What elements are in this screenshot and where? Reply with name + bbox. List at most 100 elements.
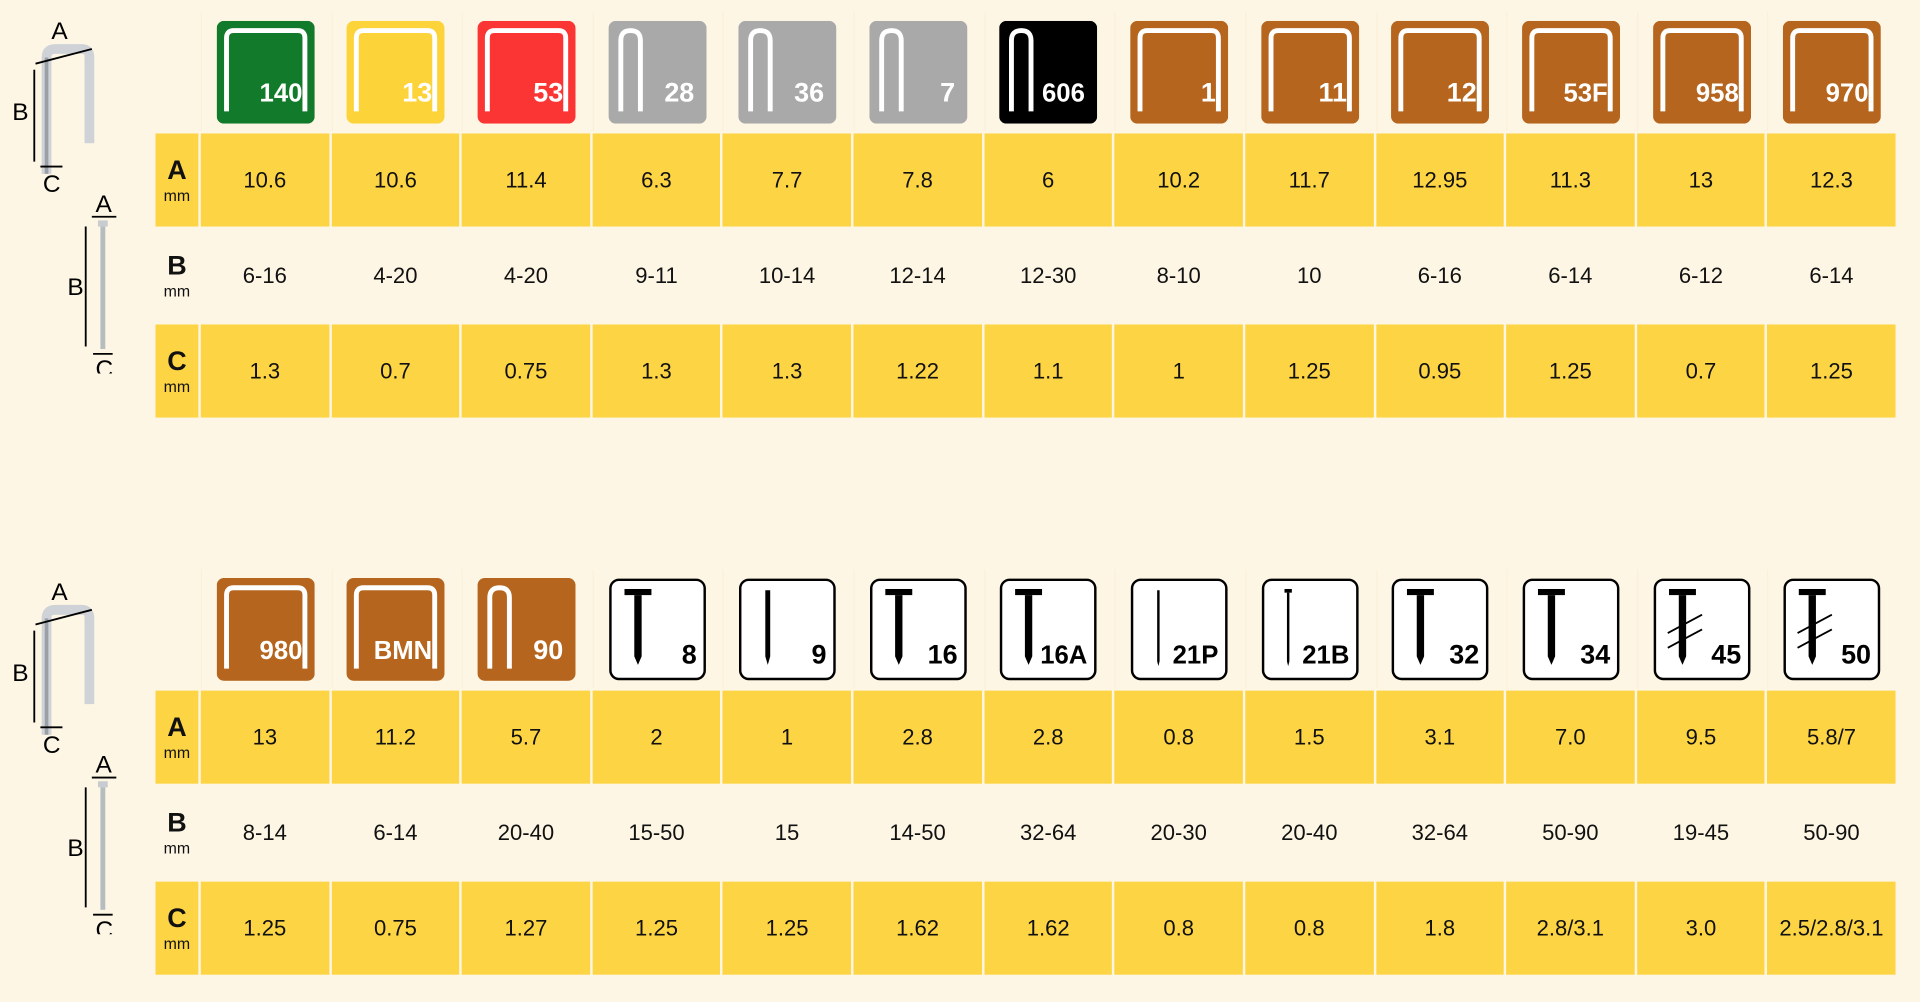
staple-type-badge: 970 [1783,20,1882,124]
value-cell-B: 20-30 [1114,786,1243,880]
value-cell-C: 1.25 [1506,324,1635,418]
nail-t-icon [624,588,651,665]
value-cell-C: 1.27 [461,881,591,975]
staple-type-badge: 28 [608,20,707,124]
dimension-label: B [67,274,83,301]
staple-wide-icon [484,27,569,111]
value-cell-A: 10.6 [200,133,329,227]
value-cell-B: 32-64 [984,786,1113,880]
value-cell-A: 3.1 [1375,690,1504,784]
value-cell-C: 1.3 [592,324,721,418]
type-code: 21P [1173,641,1219,669]
staple-type-badge: 1 [1130,20,1229,124]
value-cell-B: 32-64 [1375,786,1504,880]
type-code: 9 [812,639,827,669]
type-header-34: 34 [1506,569,1634,689]
dimension-label: A [96,191,113,218]
value-cell-C: 1.25 [592,881,721,975]
staple-type-badge: 21B [1261,577,1359,680]
value-cell-B: 6-12 [1636,228,1765,323]
value-cell-B: 4-20 [461,228,591,323]
value-cell-C: 1.62 [853,881,982,975]
value-cell-C: 0.75 [461,324,591,418]
type-code: 45 [1711,639,1741,669]
type-header-53: 53 [461,12,590,132]
type-header-12: 12 [1375,12,1504,132]
header-corner [156,12,199,131]
dimension-letter: C [167,902,187,934]
value-cell-A: 9.5 [1636,690,1765,784]
staple-type-badge: 50 [1783,577,1881,680]
nail-t-icon [1407,588,1435,665]
type-header-50: 50 [1767,569,1895,689]
value-cell-C: 1.62 [984,881,1113,975]
staple-narrow-icon [748,27,773,111]
staple-wide-icon [354,584,438,668]
type-code: 36 [794,77,824,107]
value-cell-A: 1.5 [1245,690,1374,784]
unit-label: mm [163,186,191,205]
value-cell-C: 1.22 [853,324,982,418]
nail-t-icon [1537,588,1565,665]
staple-type-badge: 90 [477,577,576,681]
dimension-label: C [96,917,114,934]
value-cell-A: 11.7 [1245,133,1374,227]
value-cell-C: 0.95 [1375,324,1504,418]
staple-wide-icon [354,27,438,111]
type-code: 16A [1041,641,1088,669]
value-cell-B: 20-40 [461,786,591,880]
nail-headless-icon [765,589,771,665]
nail-t-icon [1015,588,1043,665]
value-cell-A: 11.3 [1506,133,1635,227]
staple-narrow-icon [617,27,643,111]
staple-type-badge: 980 [216,577,315,681]
type-code: 53F [1563,79,1607,107]
staple-type-badge: 8 [608,577,706,680]
value-cell-A: 11.4 [461,133,591,227]
value-cell-C: 2.8/3.1 [1506,881,1635,975]
type-header-140: 140 [200,12,329,132]
value-cell-C: 1.1 [984,324,1113,418]
ring-nail-icon [1797,588,1833,665]
staple-type-badge: 11 [1260,20,1359,124]
staple-wide-icon [223,584,308,668]
type-header-980: 980 [200,569,329,689]
brad-icon [1284,588,1292,666]
unit-label: mm [163,377,191,396]
unit-label: mm [163,838,191,858]
value-cell-B: 8-10 [1114,228,1243,323]
arrow-a-icon [35,608,93,626]
type-code: 12 [1447,77,1477,107]
arrow-a-icon [35,48,93,65]
value-cell-C: 2.5/2.8/3.1 [1767,881,1896,975]
dimension-label: A [51,18,68,45]
dimension-letter: C [167,345,187,376]
staple-type-badge: BMN [347,577,445,681]
staple-type-badge: 45 [1653,577,1750,680]
value-cell-B: 9-11 [592,228,721,323]
type-header-1: 1 [1114,12,1243,132]
staple-wide-icon [1137,27,1221,111]
staple-type-badge: 606 [999,20,1098,124]
staple-narrow-icon [879,27,904,111]
value-cell-B: 6-14 [1767,228,1896,323]
staple-wide-icon [1398,27,1483,111]
value-cell-A: 10.6 [331,133,460,227]
value-cell-B: 50-90 [1506,786,1635,880]
ring-nail-icon [1666,588,1702,665]
staple-narrow-icon [487,584,512,668]
dimension-letter: A [167,154,187,185]
type-code: 50 [1841,639,1871,669]
value-cell-C: 1 [1114,324,1243,418]
type-code: BMN [374,636,433,664]
nail-diagram-bottom: A B C [61,751,134,944]
dimension-label: C [96,356,114,373]
value-cell-C: 3.0 [1636,881,1765,975]
type-code: 606 [1043,79,1086,107]
value-cell-C: 0.8 [1114,881,1243,975]
staple-type-badge: 16 [869,577,967,680]
type-header-7: 7 [853,12,982,132]
value-cell-A: 2.8 [853,690,982,784]
staple-type-badge: 16A [1000,577,1098,680]
